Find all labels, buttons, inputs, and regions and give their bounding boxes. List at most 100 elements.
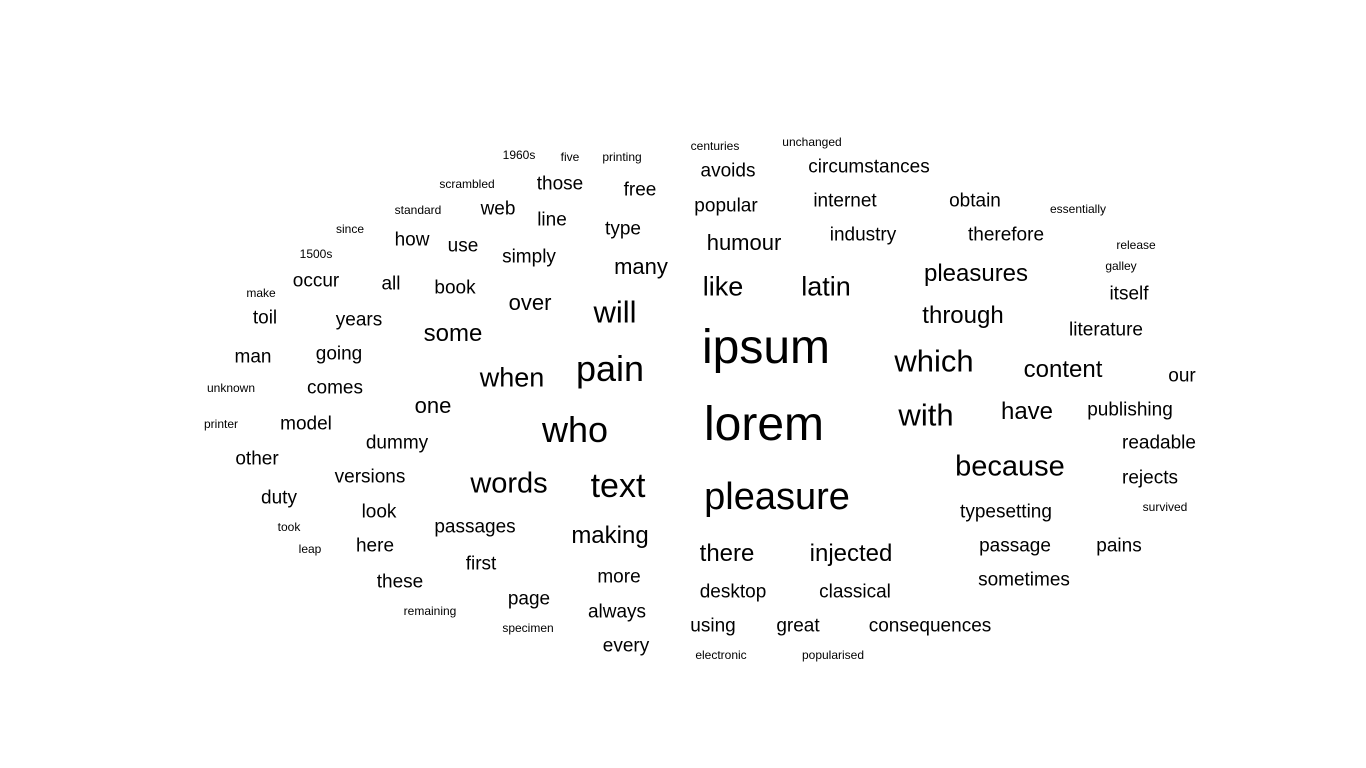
word-other: other <box>235 448 279 470</box>
word-using: using <box>690 615 736 637</box>
word-type: type <box>605 218 641 240</box>
word-sometimes: sometimes <box>978 569 1070 591</box>
word-text: text <box>590 467 646 505</box>
word-survived: survived <box>1142 500 1188 514</box>
word-more: more <box>597 566 641 588</box>
word-simply: simply <box>502 246 556 268</box>
word-publishing: publishing <box>1087 399 1173 421</box>
word-humour: humour <box>706 230 782 255</box>
word-great: great <box>776 615 820 637</box>
word-printer: printer <box>203 417 239 431</box>
word-content: content <box>1023 356 1103 383</box>
word-model: model <box>280 413 332 435</box>
word-through: through <box>922 302 1004 329</box>
word-versions: versions <box>334 466 406 488</box>
word-injected: injected <box>809 540 893 567</box>
word-occur: occur <box>292 270 340 292</box>
word-passage: passage <box>979 535 1051 557</box>
word-first: first <box>465 553 497 575</box>
word-1500s: 1500s <box>299 247 333 261</box>
word-how: how <box>394 229 430 251</box>
word-ipsum: ipsum <box>701 321 831 374</box>
word-web: web <box>480 198 516 220</box>
word-comes: comes <box>307 377 363 399</box>
word-many: many <box>614 254 668 279</box>
word-have: have <box>1000 398 1054 425</box>
word-therefore: therefore <box>967 224 1045 246</box>
word-circumstances: circumstances <box>808 156 930 178</box>
word-page: page <box>507 588 551 610</box>
word-centuries: centuries <box>690 139 740 153</box>
word-which: which <box>894 343 974 379</box>
word-pleasures: pleasures <box>923 260 1029 287</box>
word-popularised: popularised <box>801 648 865 662</box>
word-literature: literature <box>1069 319 1143 341</box>
word-printing: printing <box>602 150 642 164</box>
word-words: words <box>470 467 548 500</box>
word-going: going <box>315 343 363 365</box>
word-every: every <box>602 635 650 657</box>
word-over: over <box>508 290 552 315</box>
word-make: make <box>246 286 276 300</box>
word-passages: passages <box>434 516 516 538</box>
word-took: took <box>277 520 301 534</box>
word-these: these <box>376 571 424 593</box>
word-years: years <box>335 309 383 331</box>
word-consequences: consequences <box>868 615 992 637</box>
word-man: man <box>234 346 272 368</box>
word-pleasure: pleasure <box>704 476 850 518</box>
word-rejects: rejects <box>1122 467 1178 489</box>
word-dummy: dummy <box>365 432 429 454</box>
word-because: because <box>955 450 1065 483</box>
word-release: release <box>1116 238 1156 252</box>
word-like: like <box>702 271 744 302</box>
word-avoids: avoids <box>700 160 756 182</box>
word-our: our <box>1168 365 1196 387</box>
word-standard: standard <box>394 203 442 217</box>
word-remaining: remaining <box>403 604 457 618</box>
word-itself: itself <box>1109 283 1149 305</box>
word-since: since <box>335 222 365 236</box>
word-latin: latin <box>801 271 851 302</box>
word-toil: toil <box>252 307 278 329</box>
word-always: always <box>587 601 647 623</box>
word-use: use <box>447 235 479 257</box>
word-those: those <box>536 173 584 195</box>
word-popular: popular <box>694 195 758 217</box>
word-will: will <box>593 294 637 330</box>
word-five: five <box>560 150 580 164</box>
word-galley: galley <box>1105 259 1137 273</box>
word-scrambled: scrambled <box>439 177 495 191</box>
word-industry: industry <box>829 224 897 246</box>
word-duty: duty <box>261 487 297 509</box>
word-pains: pains <box>1096 535 1142 557</box>
word-line: line <box>537 209 567 231</box>
word-with: with <box>898 397 954 433</box>
word-typesetting: typesetting <box>960 501 1052 523</box>
word-book: book <box>434 277 476 299</box>
word-desktop: desktop <box>699 581 767 603</box>
word-1960s: 1960s <box>502 148 536 162</box>
word-here: here <box>355 535 395 557</box>
word-leap: leap <box>298 542 322 556</box>
word-look: look <box>361 501 397 523</box>
word-one: one <box>414 393 452 418</box>
word-unchanged: unchanged <box>782 135 842 149</box>
word-free: free <box>623 179 657 201</box>
word-some: some <box>423 320 483 347</box>
word-lorem: lorem <box>703 398 825 451</box>
word-unknown: unknown <box>206 381 256 395</box>
word-obtain: obtain <box>949 190 1001 212</box>
word-specimen: specimen <box>502 621 554 635</box>
word-pain: pain <box>575 348 645 389</box>
word-making: making <box>571 522 649 549</box>
word-who: who <box>541 409 609 450</box>
word-electronic: electronic <box>695 648 747 662</box>
word-when: when <box>479 362 545 393</box>
word-internet: internet <box>813 190 877 212</box>
word-all: all <box>381 273 401 295</box>
word-there: there <box>699 540 755 567</box>
word-readable: readable <box>1122 432 1196 454</box>
word-classical: classical <box>819 581 891 603</box>
